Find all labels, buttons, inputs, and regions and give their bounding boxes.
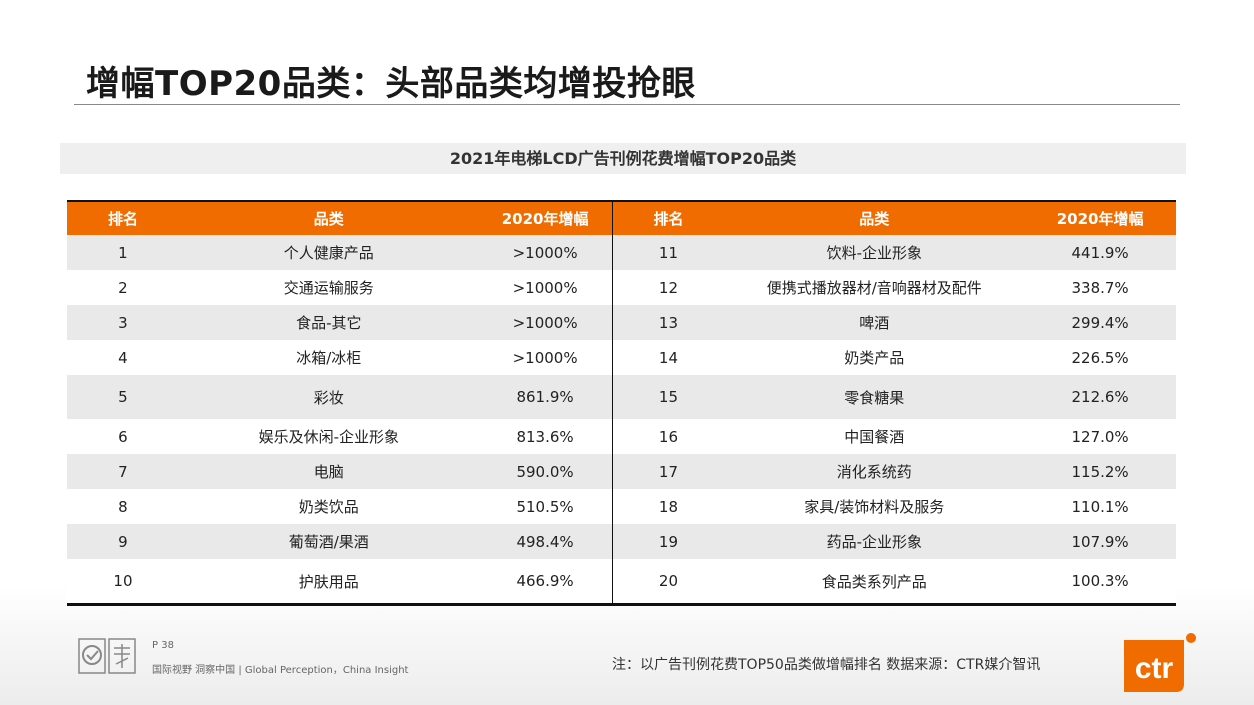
category-cell: 个人健康产品 (283, 244, 374, 262)
rank-cell: 9 (118, 532, 128, 551)
rank-cell: 3 (118, 313, 128, 332)
table-row: 6 娱乐及休闲-企业形象 813.6% 16 中国餐酒 127.0% (67, 419, 1176, 454)
growth-cell: 813.6% (516, 427, 574, 446)
table-row: 4 冰箱/冰柜 >1000% 14 奶类产品 226.5% (67, 340, 1176, 375)
category-cell: 食品类系列产品 (821, 572, 927, 591)
growth-cell: >1000% (512, 313, 578, 332)
category-cell: 娱乐及休闲-企业形象 (258, 428, 399, 446)
ranking-table: 排名 品类 2020年增幅 排名 品类 2020年增幅 1 个人健康产品 >1000… (67, 200, 1176, 606)
category-cell: 零食糖果 (844, 388, 905, 407)
rank-cell: 14 (611, 340, 725, 375)
rank-cell: 10 (113, 572, 133, 590)
rank-cell: 4 (118, 348, 128, 367)
growth-cell: 100.3% (1071, 572, 1129, 590)
rank-cell: 16 (611, 419, 725, 454)
growth-cell: 441.9% (1071, 243, 1129, 262)
rank-cell: 15 (611, 375, 725, 419)
growth-cell: 107.9% (1071, 532, 1129, 551)
growth-cell: 510.5% (516, 497, 574, 516)
ctr-logo: ctr (1124, 633, 1196, 692)
ctr-logo-text: ctr (1135, 652, 1174, 685)
category-cell: 奶类产品 (844, 349, 905, 367)
rank-cell: 5 (118, 388, 128, 406)
category-cell: 药品-企业形象 (826, 533, 922, 551)
rank-cell: 1 (118, 243, 128, 262)
table-row: 10 护肤用品 466.9% 20 食品类系列产品 100.3% (67, 559, 1176, 603)
growth-cell: 466.9% (516, 572, 574, 590)
table-subtitle: 2021年电梯LCD广告刊例花费增幅TOP20品类 (60, 143, 1186, 174)
category-cell: 彩妆 (313, 388, 344, 407)
growth-cell: 127.0% (1071, 427, 1129, 446)
rank-cell: 18 (611, 489, 725, 524)
source-note: 注：以广告刊例花费TOP50品类做增幅排名 数据来源：CTR媒介智讯 (612, 657, 1041, 673)
page-number: P 38 (152, 640, 174, 651)
category-cell: 便携式播放器材/音响器材及配件 (766, 279, 982, 297)
rank-cell: 20 (611, 559, 725, 603)
header-growth-left: 2020年增幅 (501, 210, 589, 228)
rank-cell: 12 (611, 270, 725, 305)
rank-cell: 6 (118, 427, 128, 446)
rank-cell: 11 (611, 235, 725, 270)
category-cell: 中国餐酒 (844, 428, 905, 446)
rank-cell: 2 (118, 278, 128, 297)
table-row: 2 交通运输服务 >1000% 12 便携式播放器材/音响器材及配件 338.7% (67, 270, 1176, 305)
growth-cell: >1000% (512, 278, 578, 297)
category-cell: 饮料-企业形象 (826, 244, 922, 262)
rank-cell: 7 (118, 462, 128, 481)
category-cell: 消化系统药 (836, 463, 912, 481)
table-header-row: 排名 品类 2020年增幅 排名 品类 2020年增幅 (67, 200, 1176, 235)
table-row: 7 电脑 590.0% 17 消化系统药 115.2% (67, 454, 1176, 489)
growth-cell: >1000% (512, 243, 578, 262)
table-row: 9 葡萄酒/果酒 498.4% 19 药品-企业形象 107.9% (67, 524, 1176, 559)
growth-cell: 226.5% (1071, 348, 1129, 367)
title-divider (74, 104, 1180, 105)
rank-cell: 19 (611, 524, 725, 559)
growth-cell: 110.1% (1071, 497, 1129, 516)
category-cell: 冰箱/冰柜 (296, 349, 362, 367)
table-row: 8 奶类饮品 510.5% 18 家具/装饰材料及服务 110.1% (67, 489, 1176, 524)
table-row: 1 个人健康产品 >1000% 11 饮料-企业形象 441.9% (67, 235, 1176, 270)
table-row: 5 彩妆 861.9% 15 零食糖果 212.6% (67, 375, 1176, 419)
category-cell: 食品-其它 (296, 314, 362, 332)
category-cell: 护肤用品 (298, 572, 359, 591)
growth-cell: 338.7% (1071, 278, 1129, 297)
header-category-left: 品类 (313, 210, 344, 228)
growth-cell: 861.9% (516, 388, 574, 406)
category-cell: 奶类饮品 (298, 498, 359, 516)
table-row: 3 食品-其它 >1000% 13 啤酒 299.4% (67, 305, 1176, 340)
growth-cell: 498.4% (516, 532, 574, 551)
category-cell: 家具/装饰材料及服务 (804, 498, 945, 516)
table-body: 1 个人健康产品 >1000% 11 饮料-企业形象 441.9% 2 交通运输服务 >1000… (67, 235, 1176, 603)
growth-cell: 212.6% (1071, 388, 1129, 406)
growth-cell: 590.0% (516, 462, 574, 481)
header-rank-right: 排名 (611, 202, 725, 235)
rank-cell: 17 (611, 454, 725, 489)
rank-cell: 8 (118, 497, 128, 516)
certification-logo (78, 638, 136, 674)
category-cell: 葡萄酒/果酒 (288, 533, 369, 551)
page-title: 增幅TOP20品类：头部品类均增投抢眼 (86, 64, 696, 104)
growth-cell: 115.2% (1071, 462, 1129, 481)
growth-cell: 299.4% (1071, 313, 1129, 332)
category-cell: 啤酒 (859, 314, 890, 332)
rank-cell: 13 (611, 305, 725, 340)
category-cell: 交通运输服务 (283, 279, 374, 297)
growth-cell: >1000% (512, 348, 578, 367)
category-cell: 电脑 (313, 463, 344, 481)
header-growth-right: 2020年增幅 (1056, 210, 1144, 228)
footer-tagline: 国际视野 洞察中国 | Global Perception，China Insi… (152, 665, 409, 676)
header-rank-left: 排名 (107, 210, 138, 228)
header-category-right: 品类 (859, 210, 890, 228)
